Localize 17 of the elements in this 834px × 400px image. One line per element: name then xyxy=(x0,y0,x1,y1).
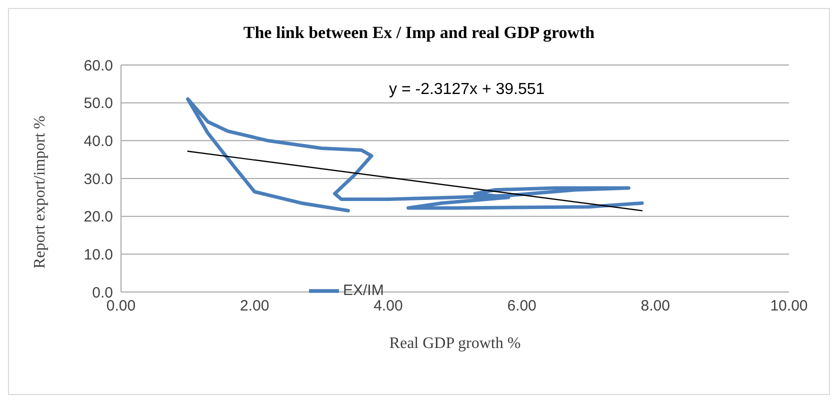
y-tick-label: 60.0 xyxy=(84,57,113,74)
legend-label: EX/IM xyxy=(343,282,384,300)
x-tick-label: 2.00 xyxy=(240,298,270,315)
line-series xyxy=(186,97,644,212)
x-tick-label: 10.00 xyxy=(770,298,808,315)
x-axis-title: Real GDP growth % xyxy=(389,335,521,352)
x-tick-label: 4.00 xyxy=(374,298,403,315)
y-tick-label: 40.0 xyxy=(84,132,113,150)
annotation: y = -2.3127x + 39.551 xyxy=(389,81,545,99)
x-tick-label: 6.00 xyxy=(507,298,536,315)
y-tick-label: 50.0 xyxy=(84,95,113,112)
x-tick-label: 8.00 xyxy=(640,298,670,315)
y-tick-label: 30.0 xyxy=(84,170,113,188)
y-tick-label: 10.0 xyxy=(84,246,113,264)
chart-title: The link between Ex / Imp and real GDP growth xyxy=(242,23,596,43)
y-axis-title: Report export/import % xyxy=(32,116,49,268)
y-tick-label: 20.0 xyxy=(84,208,113,226)
